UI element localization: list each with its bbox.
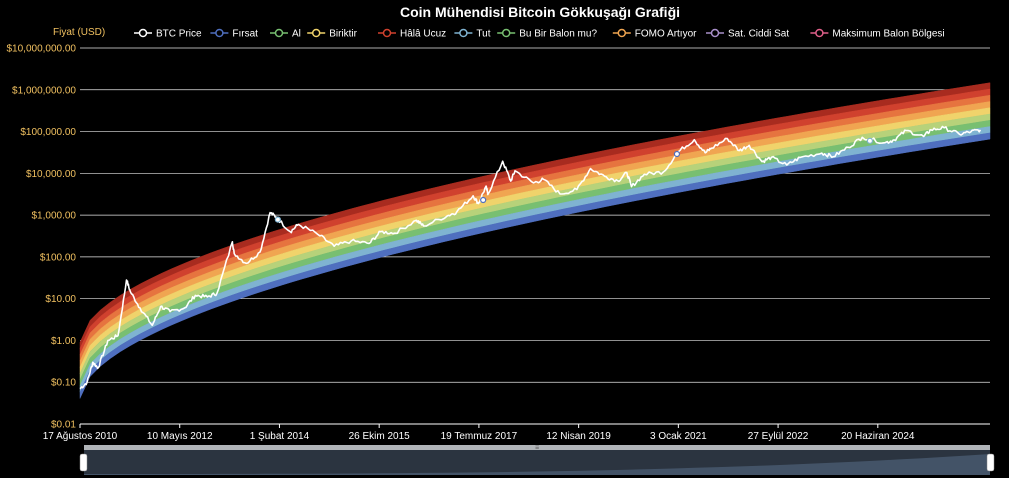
legend-swatch-marker — [617, 28, 627, 38]
slider-right-handle[interactable] — [986, 453, 995, 472]
btc-price-line — [79, 125, 982, 390]
legend-item[interactable]: Al — [270, 29, 301, 40]
x-tick-label: 12 Nisan 2019 — [546, 431, 611, 442]
y-tick-label: $0.10 — [51, 378, 76, 389]
legend-label: Hâlâ Ucuz — [400, 29, 446, 40]
price-marker — [866, 137, 874, 144]
legend-swatch-marker — [311, 28, 321, 38]
legend-item[interactable]: Maksimum Balon Bölgesi — [810, 28, 945, 40]
legend-label: FOMO Artıyor — [635, 29, 697, 40]
y-tick-label: $10,000.00 — [26, 169, 76, 180]
legend-label: Tut — [476, 29, 490, 40]
legend-swatch-marker — [274, 28, 284, 38]
legend-item[interactable]: Fırsat — [210, 29, 258, 40]
slider-center-handle[interactable]: ≡ — [535, 445, 539, 452]
y-tick-label: $100,000.00 — [20, 127, 76, 138]
legend-item[interactable]: FOMO Artıyor — [612, 28, 697, 40]
legend-item[interactable]: Tut — [454, 28, 491, 40]
price-marker — [673, 150, 681, 158]
legend-swatch-marker — [501, 28, 511, 38]
chart-title: Coin Mühendisi Bitcoin Gökkuşağı Grafiği — [400, 4, 680, 20]
slider-left-handle[interactable] — [79, 453, 88, 472]
grid-lines — [80, 47, 990, 383]
x-tick-label: 10 Mayıs 2012 — [147, 431, 213, 442]
legend-label: Biriktir — [329, 29, 357, 40]
y-tick-label: $1,000,000.00 — [12, 85, 76, 96]
legend-label: Fırsat — [232, 29, 258, 40]
x-tick-label: 17 Ağustos 2010 — [43, 431, 118, 442]
legend-swatch-marker — [815, 28, 824, 38]
legend-swatch-marker — [382, 28, 392, 38]
y-tick-label: $1.00 — [51, 336, 76, 347]
y-tick-label: $100.00 — [40, 252, 77, 263]
legend-label: Al — [292, 29, 301, 40]
rainbow-bands — [79, 82, 991, 399]
x-tick-label: 27 Eylül 2022 — [748, 431, 809, 442]
y-tick-label: $10,000,000.00 — [6, 44, 76, 55]
legend-item[interactable]: BTC Price — [134, 29, 202, 40]
y-axis-title: Fiyat (USD) — [53, 27, 105, 38]
legend-label: Bu Bir Balon mu? — [519, 29, 597, 40]
y-tick-label: $10.00 — [45, 294, 76, 305]
x-tick-label: 20 Haziran 2024 — [841, 431, 915, 442]
zoom-slider[interactable]: ≡ — [79, 445, 995, 476]
legend-swatch-marker — [138, 28, 148, 38]
price-marker — [274, 216, 281, 223]
price-marker — [480, 196, 487, 204]
slider-top-bar — [84, 445, 990, 450]
legend-item[interactable]: Bu Bir Balon mu? — [497, 29, 597, 40]
legend-label: Sat. Ciddi Sat — [728, 29, 789, 40]
x-tick-label: 19 Temmuz 2017 — [441, 431, 518, 442]
axes: $0.01 $0.10 $1.00 $10.00 $100.00 $1,000.00 $10… — [6, 44, 990, 442]
x-tick-label: 26 Ekim 2015 — [349, 431, 411, 442]
legend-label: Maksimum Balon Bölgesi — [832, 29, 944, 40]
legend-label: BTC Price — [156, 29, 202, 40]
legend-item[interactable]: Biriktir — [307, 28, 358, 40]
y-tick-label: $1,000.00 — [32, 211, 77, 222]
legend-item[interactable]: Hâlâ Ucuz — [378, 29, 446, 40]
slider-preview — [84, 454, 990, 475]
btc-price-series — [79, 125, 982, 390]
band-1 — [79, 132, 991, 399]
legend-swatch-marker — [710, 28, 720, 38]
legend-swatch-marker — [459, 28, 468, 38]
legend-item[interactable]: Sat. Ciddi Sat — [706, 29, 789, 40]
legend: BTC Price Fırsat Al Biriktir Hâlâ Ucuz Tut Bu … — [134, 29, 945, 40]
x-tick-label: 3 Ocak 2021 — [650, 431, 707, 442]
x-tick-label: 1 Şubat 2014 — [250, 431, 310, 442]
y-tick-label: $0.01 — [51, 420, 76, 431]
legend-swatch-marker — [215, 28, 224, 38]
